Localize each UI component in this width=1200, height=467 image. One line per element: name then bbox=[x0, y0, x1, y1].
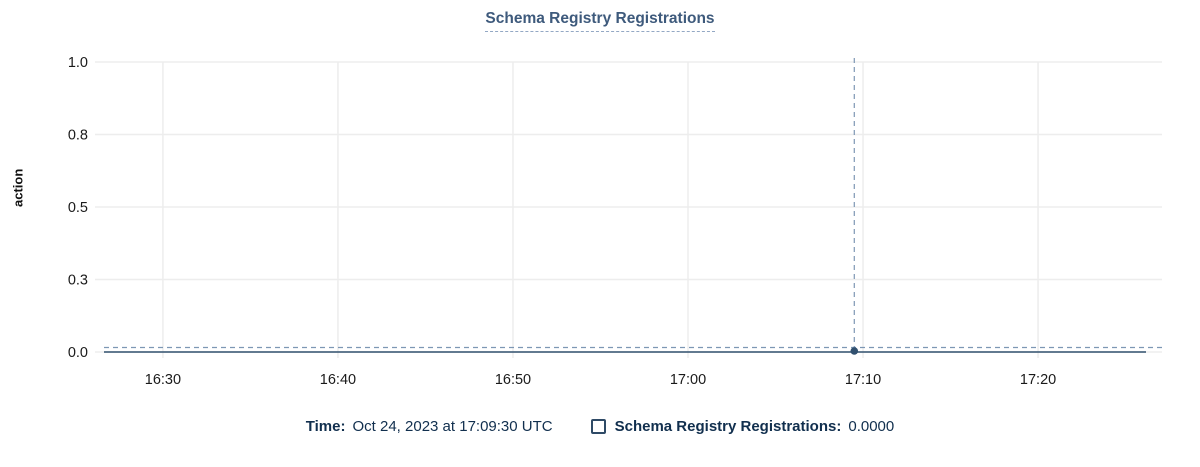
legend-series-label: Schema Registry Registrations: bbox=[614, 418, 842, 435]
legend-series-value: 0.0000 bbox=[848, 418, 895, 435]
legend: Time: Oct 24, 2023 at 17:09:30 UTC Schem… bbox=[0, 418, 1200, 435]
y-axis-label: action bbox=[10, 168, 26, 207]
x-tick-label: 16:30 bbox=[145, 372, 181, 388]
x-tick-label: 17:00 bbox=[670, 372, 706, 388]
y-tick-label: 0.0 bbox=[68, 345, 88, 361]
legend-time-label: Time: bbox=[305, 418, 346, 435]
y-tick-label: 1.0 bbox=[68, 55, 88, 71]
hover-point-marker bbox=[850, 347, 859, 355]
chart-canvas[interactable]: 1.0 0.8 0.5 0.3 0.0 16:30 16:40 16:50 17:00 17:10… bbox=[0, 0, 1200, 405]
legend-time-value: Oct 24, 2023 at 17:09:30 UTC bbox=[352, 418, 553, 435]
x-tick-label: 17:10 bbox=[845, 372, 881, 388]
x-tick-label: 17:20 bbox=[1020, 372, 1056, 388]
x-tick-label: 16:50 bbox=[495, 372, 531, 388]
legend-series-item[interactable]: Schema Registry Registrations: 0.0000 bbox=[590, 418, 895, 435]
chart-title[interactable]: Schema Registry Registrations bbox=[485, 10, 715, 32]
y-tick-label: 0.5 bbox=[68, 200, 88, 216]
chart-header: Schema Registry Registrations bbox=[0, 10, 1200, 32]
x-tick-label: 16:40 bbox=[320, 372, 356, 388]
series-checkbox[interactable] bbox=[590, 419, 606, 434]
y-tick-label: 0.8 bbox=[68, 128, 88, 144]
y-tick-label: 0.3 bbox=[68, 273, 88, 289]
plot-area[interactable]: 1.0 0.8 0.5 0.3 0.0 16:30 16:40 16:50 17:00 17:10… bbox=[0, 0, 1200, 405]
